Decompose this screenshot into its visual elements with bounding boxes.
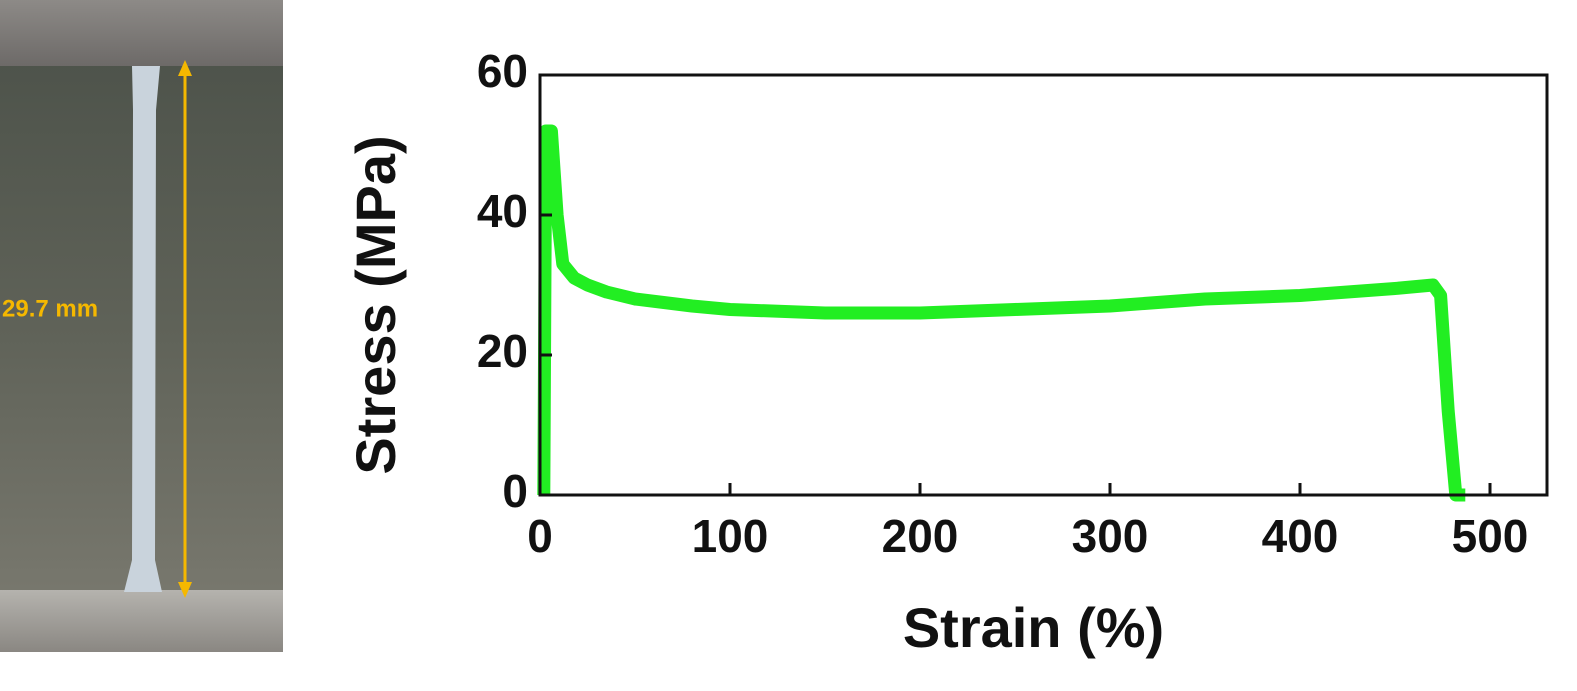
y-axis-label: Stress (MPa): [344, 135, 407, 474]
photo: 29.7 mm: [0, 0, 283, 652]
x-tick-label: 500: [1452, 510, 1529, 562]
x-axis-label: Strain (%): [903, 596, 1164, 659]
y-tick-label: 0: [502, 465, 528, 517]
length-label: 29.7 mm: [2, 295, 98, 322]
y-tick-label: 60: [477, 45, 528, 97]
bottom-grip: [0, 590, 283, 652]
x-tick-label: 400: [1262, 510, 1339, 562]
x-tick-label: 100: [692, 510, 769, 562]
x-tick-label: 0: [527, 510, 553, 562]
top-grip: [0, 0, 283, 66]
chart: 0 100 200 300 400 500 0 20 40 60 Strain (%) Stress …: [344, 45, 1549, 659]
x-tick-label: 200: [882, 510, 959, 562]
specimen: [124, 66, 162, 592]
x-tick-label: 300: [1072, 510, 1149, 562]
data-line: [537, 124, 1466, 502]
y-tick-label: 20: [477, 325, 528, 377]
plot-frame: [538, 73, 1549, 497]
y-tick-label: 40: [477, 185, 528, 237]
